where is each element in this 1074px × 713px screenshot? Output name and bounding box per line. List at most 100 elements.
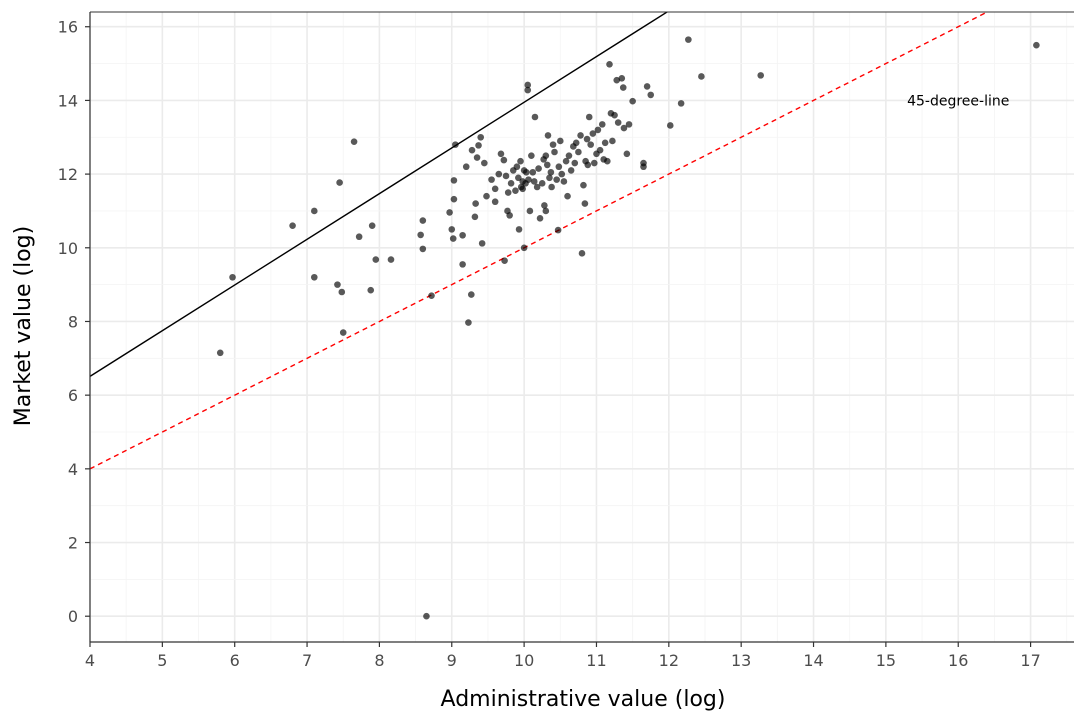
data-point	[546, 174, 553, 182]
data-point	[481, 159, 488, 167]
data-point	[562, 157, 570, 165]
y-tick-label: 16	[58, 18, 78, 37]
y-axis-title: Market value (log)	[11, 226, 36, 426]
data-point	[336, 179, 343, 186]
y-tick-label: 6	[68, 386, 78, 405]
data-point	[643, 83, 651, 90]
data-point	[1033, 41, 1040, 49]
data-point	[473, 154, 481, 161]
data-point	[585, 113, 593, 121]
data-point	[666, 122, 674, 129]
data-point	[449, 235, 457, 242]
data-point	[216, 349, 224, 357]
annotation-label: 45-degree-line	[907, 93, 1009, 109]
data-point	[611, 111, 618, 119]
data-point	[477, 133, 485, 141]
data-point	[571, 159, 579, 167]
data-point	[647, 91, 655, 99]
data-point	[594, 126, 602, 134]
data-point	[553, 176, 560, 183]
x-tick-label: 4	[85, 651, 95, 670]
x-tick-label: 7	[302, 651, 312, 670]
data-point	[677, 100, 685, 107]
data-point	[619, 84, 627, 91]
data-point	[513, 163, 521, 171]
data-point	[531, 113, 539, 121]
data-point	[572, 139, 580, 147]
x-tick-label: 6	[230, 651, 240, 670]
data-point	[541, 202, 548, 209]
data-points	[216, 36, 1040, 620]
data-point	[584, 161, 592, 169]
data-point	[525, 176, 532, 183]
data-point	[625, 121, 633, 128]
data-point	[548, 183, 555, 191]
data-point	[640, 163, 647, 171]
data-point	[515, 226, 523, 233]
data-point	[614, 119, 622, 126]
data-point	[350, 138, 358, 145]
data-point	[502, 172, 510, 180]
x-tick-label: 8	[374, 651, 384, 670]
data-point	[517, 157, 524, 165]
data-point	[506, 212, 513, 219]
data-point	[417, 231, 424, 239]
data-point	[448, 226, 456, 233]
data-point	[556, 137, 564, 145]
x-tick-label: 14	[803, 651, 823, 670]
data-point	[542, 207, 550, 215]
data-point	[591, 159, 598, 167]
data-point	[512, 187, 519, 194]
data-point	[685, 36, 692, 43]
data-point	[519, 185, 526, 193]
x-tick-label: 16	[948, 651, 968, 670]
fit-line	[90, 12, 669, 377]
data-point	[549, 141, 557, 148]
data-point	[604, 157, 611, 165]
data-point	[488, 176, 495, 183]
data-point	[530, 178, 538, 185]
data-point	[478, 240, 486, 247]
data-point	[339, 329, 347, 336]
data-point	[580, 181, 587, 189]
data-point	[500, 156, 508, 164]
data-point	[446, 209, 453, 216]
data-point	[387, 256, 395, 263]
tick-labels: 4 5 6 7 8 9 10 11 12 13 14 15 16 17 0 2 4 6 8 10 12 14 16	[58, 18, 1041, 670]
data-point	[623, 150, 631, 158]
data-point	[529, 168, 537, 176]
data-point	[310, 273, 318, 281]
data-point	[620, 124, 628, 132]
y-tick-label: 4	[68, 460, 78, 479]
data-point	[468, 291, 475, 298]
data-point	[491, 185, 499, 193]
lines	[90, 12, 989, 470]
y-tick-label: 14	[58, 91, 78, 110]
data-point	[459, 231, 466, 239]
x-tick-label: 11	[586, 651, 606, 670]
data-point	[565, 152, 573, 159]
data-point	[289, 222, 296, 229]
data-point	[355, 233, 363, 241]
data-point	[522, 168, 530, 176]
y-tick-label: 12	[58, 165, 78, 184]
data-point	[450, 177, 458, 184]
data-point	[589, 130, 597, 137]
data-point	[229, 273, 236, 281]
data-point	[310, 207, 318, 215]
data-point	[450, 195, 458, 203]
y-tick-label: 8	[68, 312, 78, 331]
reference-line-45deg	[90, 12, 989, 470]
data-point	[560, 178, 568, 185]
data-point	[551, 148, 558, 156]
data-point	[613, 76, 621, 84]
data-point	[543, 161, 551, 169]
data-point	[536, 215, 544, 222]
axes	[89, 11, 1074, 643]
data-point	[564, 192, 571, 200]
data-point	[475, 142, 482, 149]
data-point	[338, 288, 346, 296]
x-tick-label: 13	[731, 651, 751, 670]
data-point	[698, 73, 705, 80]
data-point	[462, 163, 470, 171]
